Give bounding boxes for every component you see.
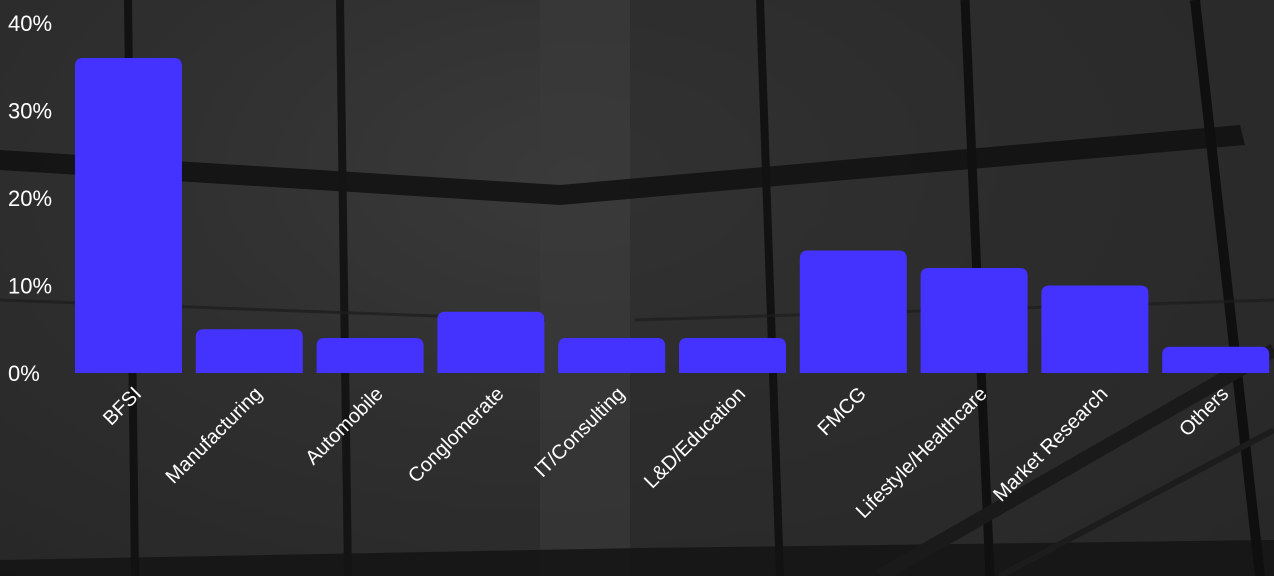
x-tick-label: FMCG: [814, 383, 871, 440]
x-tick-label: BFSI: [99, 383, 146, 430]
bar: [75, 58, 182, 373]
y-axis: 0% 10% 20% 30% 40%: [8, 11, 52, 386]
y-tick-label: 10%: [8, 274, 52, 299]
y-tick-label: 30%: [8, 99, 52, 124]
bar: [558, 338, 666, 373]
x-tick-label: Others: [1175, 383, 1233, 441]
y-tick-label: 0%: [8, 361, 40, 386]
x-tick-label: Automobile: [301, 383, 387, 469]
y-tick-label: 40%: [8, 11, 52, 36]
x-tick-label: IT/Consulting: [530, 383, 629, 482]
x-tick-label: Lifestyle/Healthcare: [852, 383, 992, 523]
x-tick-label: Conglomerate: [404, 383, 508, 487]
bar: [437, 311, 545, 373]
x-axis: BFSI Manufacturing Automobile Conglomerate I…: [99, 383, 1233, 523]
bar: [679, 338, 786, 373]
x-tick-label: Market Research: [989, 383, 1112, 506]
bar: [1162, 346, 1270, 373]
x-tick-label: Manufacturing: [162, 383, 267, 488]
bar: [1041, 285, 1149, 373]
bar: [316, 338, 424, 373]
x-tick-label: L&D/Education: [640, 383, 750, 493]
bar: [195, 329, 303, 373]
y-tick-label: 20%: [8, 186, 52, 211]
bars: [75, 58, 1270, 373]
bar: [799, 250, 907, 373]
bar: [920, 268, 1028, 373]
